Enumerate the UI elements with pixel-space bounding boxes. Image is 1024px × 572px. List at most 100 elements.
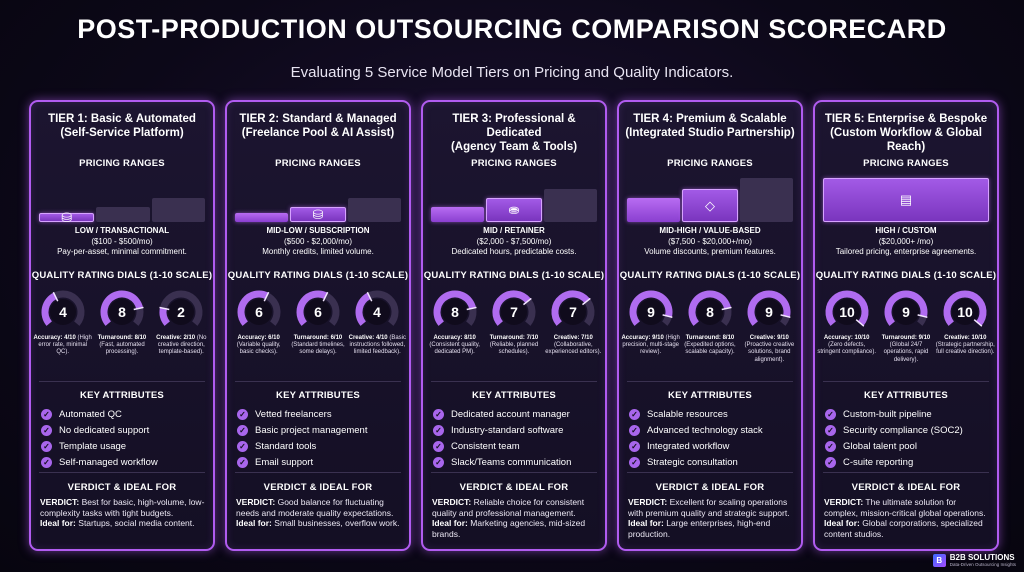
dial-center: [245, 299, 272, 325]
dial-caption: Creative: 9/10 (Proactive creative solut…: [740, 335, 799, 364]
list-item: ✓ Industry-standard software: [433, 422, 601, 438]
ideal-body: Global corporations, specialized content…: [824, 518, 983, 539]
dial-fill: [492, 290, 531, 326]
tier-name: TIER 2: Standard & Managed: [239, 113, 397, 125]
pricing-heading: PRICING RANGES: [275, 158, 361, 169]
verdict-heading: VERDICT & IDEAL FOR: [459, 482, 569, 493]
attributes-heading: KEY ATTRIBUTES: [80, 390, 164, 401]
dial-description: (Global 24/7 operations, rapid delivery)…: [883, 342, 929, 363]
list-item: ✓ Global talent pool: [825, 438, 993, 454]
check-icon: ✓: [433, 456, 444, 468]
pricing-bars: ⛁: [39, 178, 205, 225]
tier-card-2: TIER 2: Standard & Managed (Freelance Poo…: [225, 100, 411, 551]
coin-stacks-icon: ⛂: [508, 202, 520, 217]
quality-dial: 2 Creative: 2/10 (No creative direction, …: [152, 288, 211, 357]
dial-fill: [551, 290, 591, 326]
dial-value: 4: [59, 304, 67, 320]
dial-value: 2: [177, 304, 185, 320]
dial-center: [49, 299, 76, 325]
divider: [823, 381, 989, 382]
dial-caption: Turnaround: 9/10 (Global 24/7 operations…: [876, 335, 935, 364]
price-bar: [151, 198, 205, 222]
page-title: POST-PRODUCTION OUTSOURCING COMPARISON S…: [77, 14, 947, 44]
dial-gauge-icon: 8: [100, 290, 144, 326]
dial-needle: [721, 306, 732, 311]
dial-gauge-icon: 7: [492, 290, 536, 326]
dial-label: Creative: 9/10: [749, 335, 789, 341]
list-item: ✓ Consistent team: [433, 438, 601, 454]
dial-gauge-icon: 7: [551, 290, 595, 326]
coin-stack-icon: ⛁: [61, 209, 73, 225]
price-label: LOW / TRANSACTIONAL ($100 - $500/mo) Pay-p…: [35, 226, 209, 258]
quality-dials: 4 Accuracy: 4/10 (High error rate, minima…: [33, 288, 211, 357]
price-bar: [543, 189, 597, 222]
divider: [627, 381, 793, 382]
dial-value: 4: [373, 304, 381, 320]
dial-description: (Reliable, planned schedules).: [489, 342, 539, 356]
diamond-icon: ◇: [704, 197, 715, 213]
brand-logo-icon: B: [932, 554, 946, 567]
price-tier: LOW / TRANSACTIONAL: [74, 226, 170, 235]
dial-gauge-icon: 8: [433, 290, 477, 326]
dial-label: Turnaround: 7/10: [489, 335, 539, 341]
ideal-text: Ideal for: Global corporations, speciali…: [824, 518, 991, 539]
attribute-label: Industry-standard software: [451, 424, 564, 436]
tier-title: TIER 5: Enterprise & Bespoke (Custom Work…: [819, 112, 993, 154]
dial-fill: [747, 290, 791, 326]
ideal-text: Ideal for: Large enterprises, high-end p…: [628, 518, 795, 539]
pricing-bars: ◇: [627, 178, 793, 222]
tier-card-1: TIER 1: Basic & Automated (Self-Service P…: [29, 100, 215, 551]
attribute-label: Template usage: [59, 440, 127, 452]
ideal-prefix: Ideal for:: [824, 518, 860, 528]
list-item: ✓ Scalable resources: [629, 406, 797, 422]
check-icon: ✓: [825, 456, 836, 468]
dial-center: [756, 299, 783, 325]
coin-stack-icon: ⛁: [312, 206, 324, 222]
dial-needle: [855, 319, 864, 327]
dial-needle: [52, 291, 59, 302]
dial-gauge-icon: 4: [41, 290, 85, 326]
attribute-label: C-suite reporting: [843, 456, 914, 468]
dial-center: [637, 299, 664, 325]
verdict-block: VERDICT: Reliable choice for consistent …: [432, 497, 599, 539]
ideal-text: Ideal for: Small businesses, overflow wo…: [236, 518, 403, 529]
list-item: ✓ Security compliance (SOC2): [825, 422, 993, 438]
tier-title: TIER 1: Basic & Automated (Self-Service P…: [35, 112, 209, 140]
dial-value: 9: [902, 304, 910, 320]
dial-needle: [974, 319, 983, 327]
check-icon: ✓: [41, 424, 52, 436]
dial-description: (High precision, multi-stage review).: [622, 335, 680, 356]
attribute-label: Consistent team: [451, 440, 520, 452]
list-item: ✓ Strategic consultation: [629, 454, 797, 470]
verdict-block: VERDICT: The ultimate solution for compl…: [824, 497, 991, 539]
check-icon: ✓: [629, 424, 640, 436]
attribute-label: Strategic consultation: [647, 456, 738, 468]
quality-heading: QUALITY RATING DIALS (1-10 SCALE): [31, 270, 213, 281]
verdict-heading: VERDICT & IDEAL FOR: [851, 482, 961, 493]
check-icon: ✓: [237, 456, 248, 468]
dial-value: 8: [706, 304, 714, 320]
list-item: ✓ Email support: [237, 454, 405, 470]
check-icon: ✓: [825, 440, 836, 452]
dial-label: Creative: 2/10: [156, 335, 196, 341]
price-tier: MID-HIGH / VALUE-BASED: [659, 226, 761, 235]
attribute-label: No dedicated support: [59, 424, 150, 436]
dial-label: Turnaround: 6/10: [293, 335, 343, 341]
dial-fill: [943, 290, 987, 326]
tier-card-5: TIER 5: Enterprise & Bespoke (Custom Work…: [813, 100, 999, 551]
dial-description: (Basic instructions followed, limited fe…: [349, 335, 406, 356]
attribute-list: ✓ Scalable resources ✓ Advanced technology …: [629, 406, 797, 470]
attribute-label: Automated QC: [59, 408, 122, 420]
verdict-text: VERDICT: Excellent for scaling operation…: [628, 497, 795, 518]
dial-description: (Collaborative, experienced editors).: [545, 342, 602, 356]
attribute-list: ✓ Dedicated account manager ✓ Industry-stan…: [433, 406, 601, 470]
ideal-body: Startups, social media content.: [78, 518, 195, 528]
divider: [627, 472, 793, 473]
verdict-block: VERDICT: Good balance for fluctuating ne…: [236, 497, 403, 529]
price-note: Tailored pricing, enterprise agreements.: [835, 247, 977, 256]
verdict-prefix: VERDICT:: [432, 497, 472, 507]
price-bar: [627, 198, 681, 222]
dial-center: [696, 299, 723, 325]
price-bar: ⛁: [290, 206, 346, 222]
dial-needle: [466, 306, 477, 311]
